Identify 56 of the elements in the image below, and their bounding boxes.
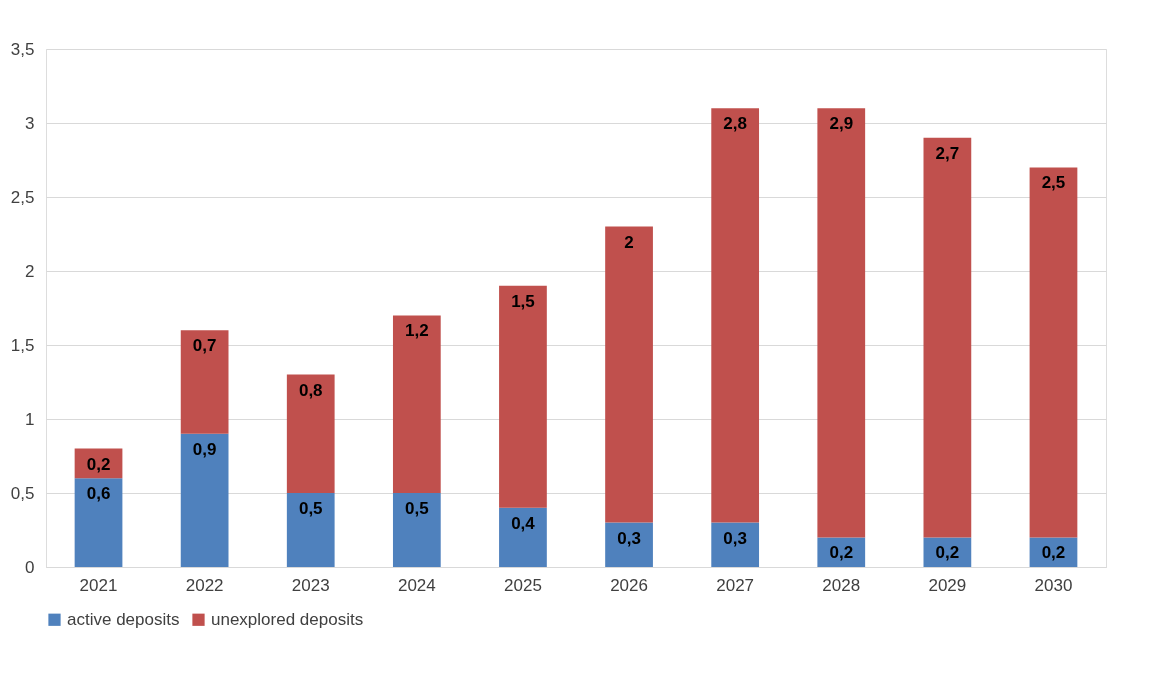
y-tick-label: 2,5 [10,187,35,207]
data-label: 2,5 [1041,173,1066,193]
y-tick-label: 0,5 [10,483,35,503]
x-tick-label: 2021 [79,575,118,595]
bar [499,285,547,508]
bar [180,330,229,434]
bar [817,108,866,538]
x-tick-label: 2022 [185,575,224,595]
x-tick-label: 2028 [822,575,861,595]
bar [74,478,123,567]
data-label: 0,9 [192,439,217,459]
x-tick-label: 2026 [610,575,648,595]
x-tick-label: 2027 [716,575,755,595]
bar [286,374,335,493]
data-label: 2,8 [723,114,747,134]
bar [923,137,972,538]
data-label: 0,2 [935,543,960,563]
data-label: 0,4 [511,513,536,533]
data-label: 0,6 [86,484,111,504]
x-tick-label: 2025 [504,575,542,595]
bar [711,522,760,567]
bar [711,108,760,523]
data-label: 0,2 [829,543,854,563]
data-label: 0,5 [405,499,429,518]
data-label: 0,8 [298,380,323,400]
bar [392,315,441,493]
bar [605,226,653,523]
y-tick-label: 1,5 [10,335,35,355]
data-label: 0,2 [86,454,111,474]
x-tick-label: 2024 [397,575,436,595]
data-label: 0,3 [723,528,747,548]
data-label: 0,5 [298,499,323,518]
data-label: 1,2 [405,321,429,341]
data-label: 0,2 [1041,543,1066,563]
y-tick-label: 1 [25,409,35,429]
legend-label: active deposits [67,609,180,629]
bar [286,493,335,567]
y-tick-label: 3 [25,113,35,133]
data-label: 2 [624,232,634,252]
x-tick-label: 2030 [1034,575,1073,595]
x-tick-label: 2023 [291,575,330,595]
bar [499,507,547,567]
data-label: 0,3 [617,528,641,548]
data-label: 2,9 [829,114,854,134]
y-tick-label: 0 [25,557,35,577]
data-label: 1,5 [511,291,535,311]
legend-label: unexplored deposits [211,609,364,629]
bar [392,493,441,567]
bar [605,522,653,567]
data-label: 0,7 [192,336,217,356]
data-label: 2,7 [935,143,960,163]
x-tick-label: 2029 [928,575,967,595]
bar [180,433,229,567]
y-tick-label: 2 [25,261,35,281]
y-tick-label: 3,5 [10,39,35,59]
bar [1029,167,1078,538]
